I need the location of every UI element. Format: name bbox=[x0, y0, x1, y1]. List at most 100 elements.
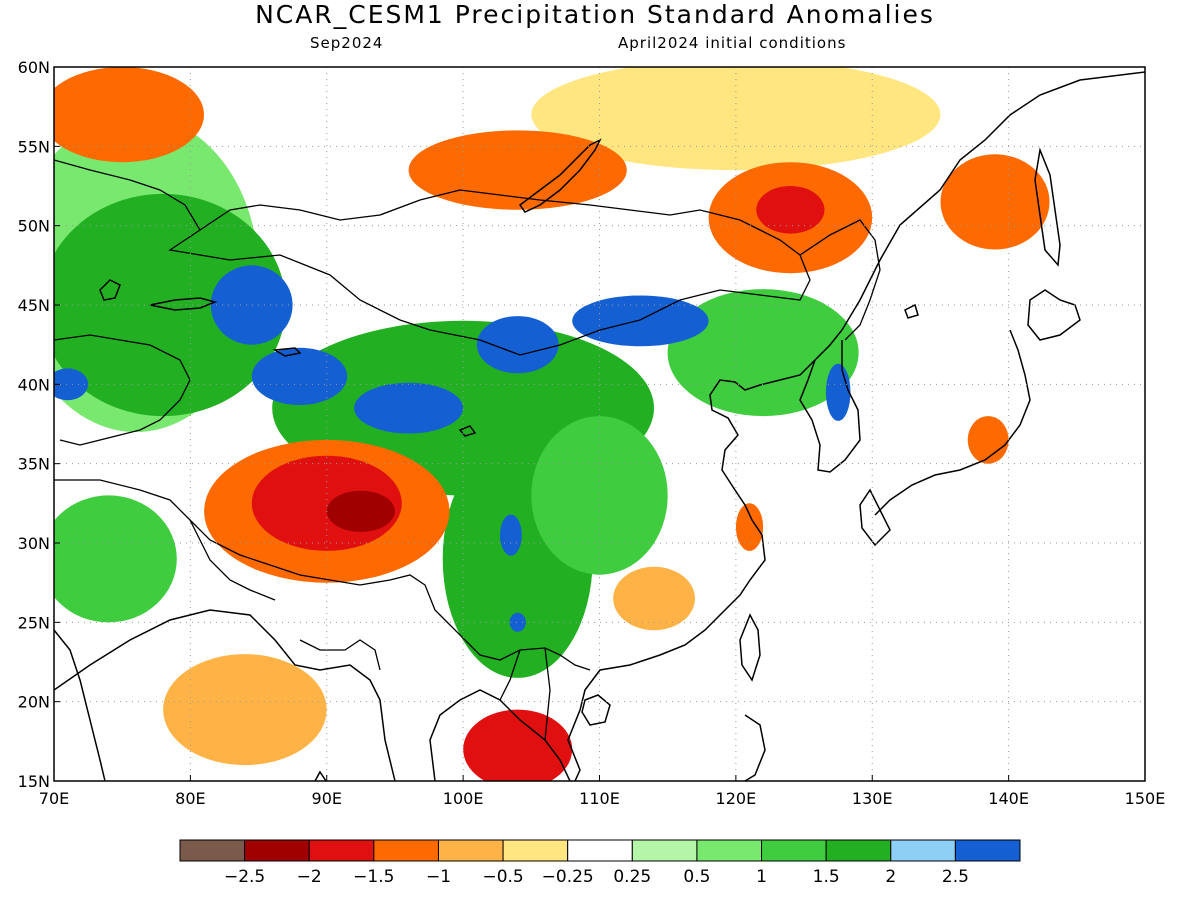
colorbar-swatch-5 bbox=[502, 839, 569, 862]
initial-conditions-label: April2024 initial conditions bbox=[618, 34, 847, 52]
hainan bbox=[581, 694, 611, 726]
anomaly-region-3 bbox=[531, 67, 941, 171]
lon-label-110: 110E bbox=[579, 789, 620, 808]
longitude-labels: 70E 80E 90E 100E 110E 120E 130E 140E 150E bbox=[39, 789, 1166, 808]
colorbar-label-9: 1.5 bbox=[813, 867, 840, 887]
japan-honshu bbox=[874, 329, 1031, 516]
lat-label-60: 60N bbox=[18, 58, 50, 77]
colorbar-swatch-1 bbox=[244, 839, 310, 862]
anomaly-region-18 bbox=[354, 382, 464, 434]
anomaly-region-28 bbox=[500, 514, 522, 556]
political-borders bbox=[54, 159, 881, 741]
colorbar-label-2: −1.5 bbox=[353, 867, 394, 887]
lake-issyk-kul bbox=[272, 347, 302, 357]
lakes bbox=[99, 138, 919, 437]
colorbar-label-11: 2.5 bbox=[942, 867, 969, 887]
colorbar-swatch-2 bbox=[308, 839, 375, 862]
lon-label-70: 70E bbox=[39, 789, 69, 808]
colorbar-label-3: −1 bbox=[426, 867, 451, 887]
colorbar-label-8: 1 bbox=[756, 867, 767, 887]
anomaly-region-24 bbox=[967, 416, 1009, 464]
colorbar-swatch-10 bbox=[825, 839, 892, 862]
anomaly-region-25 bbox=[825, 363, 851, 421]
axis-ticks bbox=[53, 66, 1146, 782]
lake-balkhash bbox=[149, 297, 218, 311]
lat-label-30: 30N bbox=[18, 534, 50, 553]
colorbar-label-4: −0.5 bbox=[482, 867, 523, 887]
anomaly-region-14 bbox=[940, 154, 1050, 250]
colorbar-label-7: 0.5 bbox=[683, 867, 710, 887]
lat-label-20: 20N bbox=[18, 693, 50, 712]
coastline-bay-of-bengal bbox=[54, 609, 396, 781]
lat-label-25: 25N bbox=[18, 613, 50, 632]
lon-label-140: 140E bbox=[988, 789, 1029, 808]
japan-kyushu bbox=[859, 488, 891, 547]
border-kazakhstan bbox=[54, 159, 201, 231]
anomaly-region-2 bbox=[54, 193, 286, 417]
border-russia-china-ne bbox=[799, 219, 881, 341]
lake-baikal bbox=[518, 138, 602, 213]
border-central-asia bbox=[54, 334, 191, 446]
lon-label-80: 80E bbox=[175, 789, 205, 808]
anomaly-field bbox=[54, 67, 1050, 781]
colorbar-labels: −2.5 −2 −1.5 −1 −0.5 −0.25 0.25 0.5 1 1.5 2 2.5 bbox=[224, 867, 969, 887]
border-mongolia bbox=[168, 189, 811, 356]
lat-label-50: 50N bbox=[18, 217, 50, 236]
colorbar bbox=[179, 839, 1021, 862]
sri-lanka bbox=[314, 770, 327, 781]
anomaly-region-29 bbox=[509, 612, 526, 632]
coastline-korea bbox=[799, 340, 861, 473]
colorbar-swatch-3 bbox=[373, 839, 439, 862]
anomaly-region-7 bbox=[531, 416, 668, 575]
border-himalaya bbox=[54, 479, 591, 671]
map-title: NCAR_CESM1 Precipitation Standard Anomal… bbox=[255, 0, 935, 29]
coastline-malay bbox=[429, 689, 571, 781]
lake-aral-area bbox=[99, 279, 121, 301]
latitude-labels: 60N 55N 50N 45N 40N 35N 30N 25N 20N 15N bbox=[18, 58, 50, 791]
anomaly-region-15 bbox=[463, 709, 573, 781]
anomaly-region-22 bbox=[756, 186, 825, 234]
lat-label-35: 35N bbox=[18, 455, 50, 474]
anomaly-region-20 bbox=[613, 566, 695, 631]
coastlines bbox=[54, 71, 1145, 781]
taiwan bbox=[739, 613, 761, 682]
gridlines bbox=[54, 67, 1145, 781]
anomaly-region-26 bbox=[54, 368, 89, 401]
coastline-india-west bbox=[54, 629, 106, 781]
anomaly-region-12 bbox=[54, 67, 204, 163]
colorbar-swatch-0 bbox=[179, 839, 246, 862]
lon-label-120: 120E bbox=[716, 789, 757, 808]
anomaly-region-10 bbox=[54, 495, 177, 623]
colorbar-swatch-11 bbox=[890, 839, 956, 862]
colorbar-swatch-9 bbox=[761, 839, 827, 862]
colorbar-swatch-8 bbox=[696, 839, 763, 862]
colorbar-label-6: 0.25 bbox=[613, 867, 651, 887]
anomaly-region-17 bbox=[210, 265, 293, 345]
lat-label-55: 55N bbox=[18, 137, 50, 156]
anomaly-region-27 bbox=[735, 503, 764, 551]
border-india-nepal bbox=[189, 519, 276, 601]
lat-label-45: 45N bbox=[18, 296, 50, 315]
colorbar-swatch-7 bbox=[631, 839, 698, 862]
colorbar-label-1: −2 bbox=[297, 867, 322, 887]
anomaly-region-9 bbox=[163, 654, 327, 766]
border-bangladesh bbox=[299, 639, 381, 671]
anomaly-region-19 bbox=[251, 347, 348, 405]
border-indochina bbox=[499, 647, 551, 741]
anomaly-region-21 bbox=[476, 316, 559, 374]
colorbar-swatch-4 bbox=[437, 839, 504, 862]
lat-label-40: 40N bbox=[18, 375, 50, 394]
coastline-china bbox=[567, 71, 1145, 781]
lon-label-130: 130E bbox=[852, 789, 893, 808]
anomaly-region-16 bbox=[572, 295, 709, 347]
lon-label-150: 150E bbox=[1125, 789, 1166, 808]
target-month: Sep2024 bbox=[310, 34, 384, 52]
lake-khanka bbox=[904, 303, 919, 319]
colorbar-label-0: −2.5 bbox=[224, 867, 265, 887]
colorbar-label-10: 2 bbox=[885, 867, 896, 887]
lon-label-100: 100E bbox=[443, 789, 484, 808]
lat-label-15: 15N bbox=[18, 772, 50, 791]
lon-label-90: 90E bbox=[312, 789, 342, 808]
colorbar-swatch-12 bbox=[954, 839, 1021, 862]
